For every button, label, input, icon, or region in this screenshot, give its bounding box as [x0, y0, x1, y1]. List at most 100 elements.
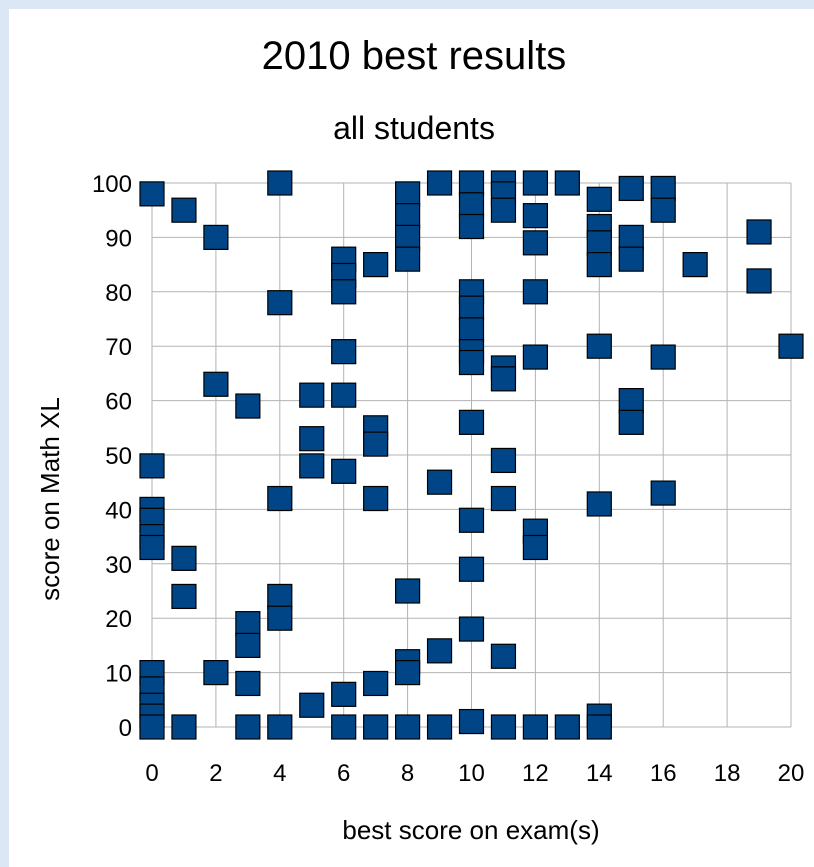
data-point [139, 534, 165, 561]
data-point [458, 507, 485, 533]
data-point [618, 246, 644, 272]
data-point [458, 192, 485, 218]
data-point [458, 708, 485, 735]
x-tick-label: 20 [778, 760, 805, 787]
data-point [331, 279, 357, 305]
data-point [458, 170, 485, 196]
data-point [650, 197, 676, 223]
data-point [267, 485, 293, 512]
data-point [490, 197, 517, 223]
data-point [490, 366, 517, 392]
y-tick-label: 30 [105, 552, 132, 579]
data-point [618, 224, 644, 250]
data-point [650, 480, 676, 506]
data-point [458, 213, 485, 240]
data-point [650, 175, 676, 202]
data-point [299, 692, 325, 718]
data-point [267, 583, 293, 610]
data-point [746, 268, 772, 294]
data-point [171, 714, 197, 740]
data-point [203, 371, 229, 397]
y-tick-label: 10 [105, 661, 132, 688]
y-tick-label: 90 [105, 225, 132, 252]
data-point [203, 224, 229, 250]
data-point [299, 426, 325, 452]
y-tick-label: 0 [119, 715, 132, 742]
scatter-chart: 2010 best results all students 010203040… [35, 34, 805, 845]
data-point [331, 382, 357, 408]
data-point [363, 714, 389, 740]
data-point [458, 295, 485, 321]
x-tick-label: 8 [401, 760, 414, 787]
data-point [522, 203, 549, 229]
y-tick-label: 60 [105, 389, 132, 416]
data-point [363, 252, 389, 278]
data-point [171, 545, 197, 571]
data-point [458, 349, 485, 376]
data-point [778, 333, 804, 359]
data-point [618, 388, 644, 414]
data-point [490, 643, 517, 669]
data-point [363, 670, 389, 697]
data-point [490, 714, 517, 740]
data-point [746, 219, 772, 245]
y-tick-label: 80 [105, 280, 132, 307]
data-point [235, 611, 261, 637]
data-point [554, 170, 580, 196]
x-tick-label: 14 [586, 760, 613, 787]
data-point [522, 534, 549, 561]
data-point [554, 714, 580, 740]
data-point [139, 453, 165, 479]
data-point [522, 344, 549, 370]
data-point [458, 317, 485, 343]
chart-title: 2010 best results [262, 34, 567, 78]
chart-subtitle: all students [333, 110, 495, 146]
y-axis-label: score on Math XL [35, 397, 65, 601]
data-point [139, 181, 165, 207]
x-tick-label: 18 [714, 760, 741, 787]
data-point [363, 485, 389, 512]
data-point [139, 714, 165, 740]
data-point [586, 333, 612, 359]
x-tick-label: 2 [209, 760, 222, 787]
data-point [267, 714, 293, 740]
data-point [458, 616, 485, 642]
data-point [395, 659, 421, 686]
data-point [395, 246, 421, 272]
data-point [458, 556, 485, 582]
y-tick-label: 70 [105, 334, 132, 361]
data-point [586, 491, 612, 517]
data-point [395, 181, 421, 207]
data-point [267, 170, 293, 196]
data-point [618, 175, 644, 202]
data-point [426, 170, 453, 196]
data-point [395, 224, 421, 250]
data-point [395, 714, 421, 740]
data-point [235, 632, 261, 659]
data-point [171, 197, 197, 223]
data-point [426, 714, 453, 740]
data-point [522, 230, 549, 256]
x-tick-label: 12 [522, 760, 549, 787]
data-point [203, 659, 229, 686]
data-point [331, 458, 357, 484]
data-point [267, 290, 293, 316]
chart-panel: 2010 best results all students 0 10 20 30 40… [9, 9, 814, 867]
data-points [139, 170, 804, 740]
data-point [299, 453, 325, 479]
data-point [267, 605, 293, 631]
data-point [586, 252, 612, 278]
data-point [490, 447, 517, 474]
data-point [426, 638, 453, 664]
data-point [618, 409, 644, 435]
data-point [331, 339, 357, 365]
x-tick-label: 4 [273, 760, 286, 787]
x-tick-label: 16 [650, 760, 677, 787]
data-point [331, 714, 357, 740]
data-point [586, 714, 612, 740]
x-tick-label: 0 [145, 760, 158, 787]
y-tick-label: 50 [105, 443, 132, 470]
x-axis-label: best score on exam(s) [342, 815, 599, 845]
data-point [522, 714, 549, 740]
data-point [650, 344, 676, 370]
